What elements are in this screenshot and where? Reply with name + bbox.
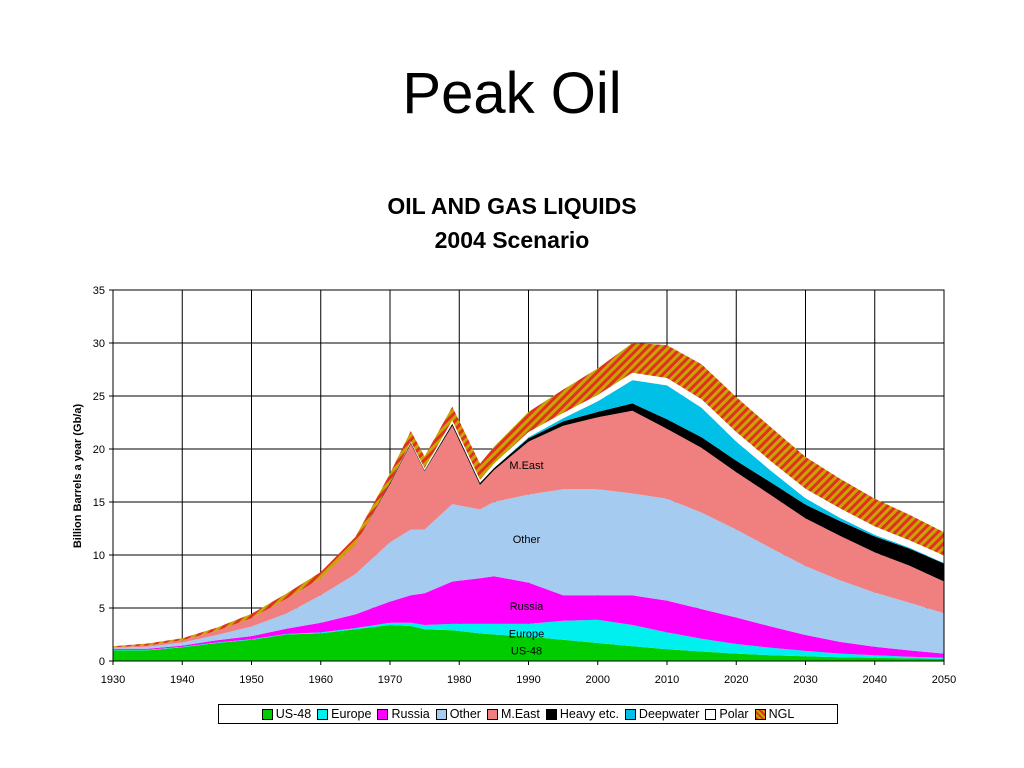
legend-item: NGL (754, 707, 795, 721)
legend-item: Russia (377, 707, 430, 721)
legend-label: US-48 (275, 707, 312, 721)
x-tick-label: 1990 (516, 674, 540, 686)
legend-label: Other (449, 707, 481, 721)
legend-label: Russia (391, 707, 430, 721)
area-europe (113, 619, 944, 659)
x-tick-label: 1940 (170, 674, 194, 686)
x-tick-label: 1970 (378, 674, 402, 686)
y-tick-label: 30 (93, 338, 105, 350)
y-axis-label: Billion Barrels a year (Gb/a) (72, 404, 84, 549)
area-polar (113, 372, 944, 648)
chart: 0 5 10 15 20 25 30 35 1930 1940 1950 1960 1970 1980 19… (72, 285, 956, 686)
y-tick-label: 5 (99, 603, 105, 615)
area-us-48 (113, 625, 944, 661)
legend-label: M.East (500, 707, 540, 721)
area-labels: M.East Other Russia Europe US-48 (509, 460, 544, 658)
y-tick-label: 0 (99, 656, 105, 668)
x-tick-label: 2050 (932, 674, 956, 686)
area-label: M.East (509, 460, 543, 472)
x-tick-label: 2010 (655, 674, 679, 686)
x-tick-label: 2030 (793, 674, 817, 686)
legend-item: Other (435, 707, 481, 721)
x-tick-label: 1950 (239, 674, 263, 686)
legend-item: M.East (486, 707, 540, 721)
slide-title: Peak Oil (402, 61, 622, 126)
legend-label: NGL (768, 707, 795, 721)
legend-swatch (705, 708, 717, 720)
legend-swatch (261, 708, 273, 720)
y-tick-label: 15 (93, 497, 105, 509)
tick-labels: 0 5 10 15 20 25 30 35 1930 1940 1950 1960 1970 1980 19… (93, 285, 956, 686)
chart-title: OIL AND GAS LIQUIDS (387, 193, 637, 219)
legend-item: Europe (317, 707, 371, 721)
legend-swatch (624, 708, 636, 720)
legend-item: US-48 (261, 707, 312, 721)
area-heavy-etc (113, 403, 944, 648)
legend-swatch (545, 708, 557, 720)
y-tick-label: 25 (93, 391, 105, 403)
area-russia (113, 576, 944, 658)
area-other (113, 489, 944, 654)
legend-swatch (754, 708, 766, 720)
legend-label: Heavy etc. (559, 707, 619, 721)
area-label: Russia (510, 601, 545, 613)
legend-swatch (435, 708, 447, 720)
y-tick-label: 10 (93, 550, 105, 562)
legend-swatch (486, 708, 498, 720)
area-label: US-48 (511, 645, 542, 657)
legend-label: Deepwater (638, 707, 700, 721)
x-tick-label: 1980 (447, 674, 471, 686)
x-tick-label: 2020 (724, 674, 748, 686)
area-deepwater (113, 380, 944, 648)
legend-item: Polar (705, 707, 749, 721)
legend-swatch (377, 708, 389, 720)
legend-label: Europe (331, 707, 372, 721)
chart-subtitle: 2004 Scenario (434, 227, 590, 253)
area-label: Europe (509, 628, 544, 640)
y-tick-label: 20 (93, 444, 105, 456)
area-label: Other (513, 534, 541, 546)
x-tick-label: 1960 (309, 674, 333, 686)
legend-label: Polar (719, 707, 749, 721)
x-tick-label: 2000 (586, 674, 610, 686)
area-m-east (113, 410, 944, 648)
legend-item: Heavy etc. (545, 707, 619, 721)
legend-swatch (317, 708, 329, 720)
area-ngl (113, 343, 944, 648)
y-tick-label: 35 (93, 285, 105, 297)
legend-item: Deepwater (624, 707, 700, 721)
plot-areas (113, 343, 944, 661)
x-tick-label: 2040 (863, 674, 887, 686)
legend: US-48 Europe Russia Other M.East Heavy etc. De… (218, 704, 838, 724)
x-tick-label: 1930 (101, 674, 125, 686)
